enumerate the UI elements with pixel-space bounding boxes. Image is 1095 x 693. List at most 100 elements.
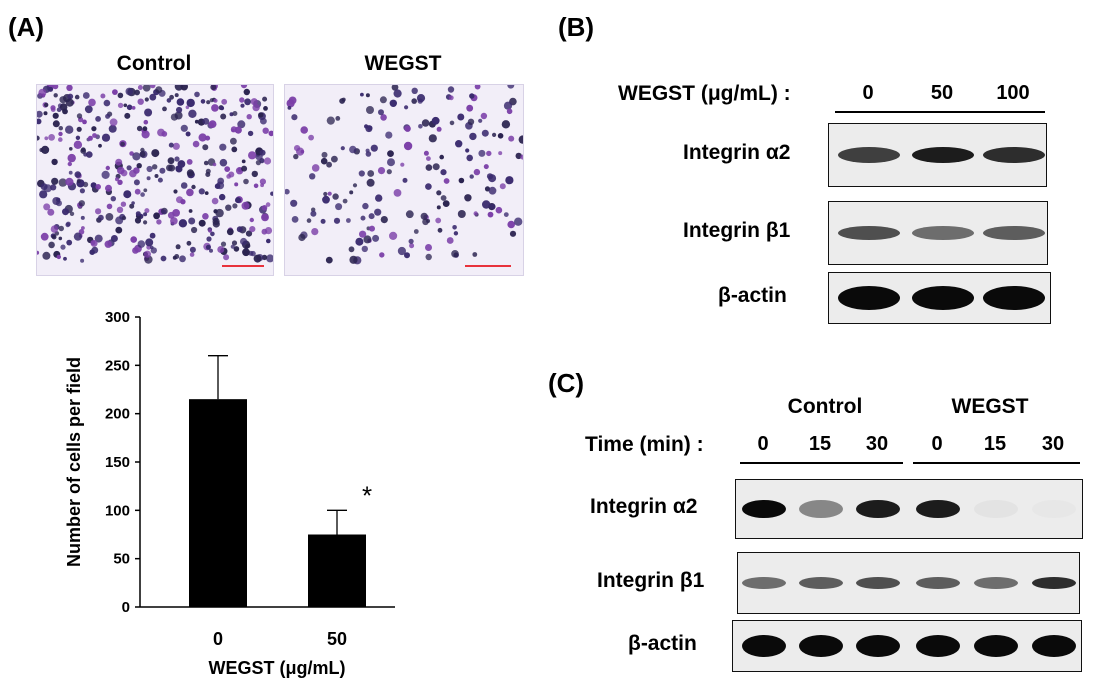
- cell: [80, 188, 85, 193]
- cell: [437, 127, 442, 132]
- micrograph-control-cells: [37, 85, 273, 275]
- cell: [92, 133, 97, 138]
- cell: [496, 207, 503, 214]
- lane-label: 30: [847, 433, 907, 456]
- cell: [232, 111, 237, 116]
- cell: [38, 89, 46, 97]
- blot-band: [838, 147, 900, 163]
- cell: [498, 133, 504, 139]
- cell: [81, 226, 85, 230]
- blot-band: [974, 635, 1018, 657]
- cell: [474, 169, 480, 175]
- cell: [269, 131, 274, 137]
- cell: [230, 138, 237, 145]
- significance-marker: *: [362, 480, 372, 510]
- cell: [95, 208, 101, 214]
- cell: [322, 196, 330, 204]
- cell: [202, 118, 209, 125]
- cell: [447, 237, 454, 244]
- cell: [206, 236, 211, 241]
- lane-label: 50: [912, 82, 972, 105]
- lane-label: 15: [790, 433, 850, 456]
- cell: [379, 252, 384, 257]
- cell: [484, 164, 489, 169]
- cell: [219, 144, 226, 151]
- cell: [132, 152, 140, 160]
- cell: [105, 114, 110, 119]
- cell: [191, 227, 197, 233]
- cell: [448, 86, 454, 92]
- cell: [138, 240, 146, 248]
- micrograph-title-wegst: WEGST: [284, 52, 522, 76]
- x-axis-label: WEGST (μg/mL): [209, 658, 346, 678]
- cell: [260, 179, 266, 185]
- cell: [432, 117, 440, 125]
- cell: [135, 189, 141, 195]
- blot-band: [856, 577, 900, 589]
- cell: [91, 126, 96, 131]
- cell: [145, 97, 149, 101]
- cell: [161, 256, 167, 262]
- cell: [418, 98, 423, 103]
- cell: [118, 93, 124, 99]
- cell: [308, 135, 314, 141]
- cell: [227, 228, 234, 235]
- cell: [249, 226, 255, 232]
- cell: [143, 126, 148, 131]
- cell: [220, 159, 228, 167]
- cell: [188, 110, 196, 118]
- cell: [112, 89, 118, 95]
- blot-1: [735, 479, 1083, 539]
- cell: [440, 169, 446, 175]
- cell: [215, 183, 221, 189]
- blot-band: [856, 635, 900, 657]
- cell: [242, 160, 246, 164]
- cell: [349, 146, 356, 153]
- cell: [404, 105, 408, 109]
- cell: [411, 98, 417, 104]
- cell: [54, 93, 58, 97]
- cell: [151, 149, 159, 157]
- cell: [264, 157, 271, 164]
- cell: [372, 235, 379, 242]
- cell: [190, 252, 195, 257]
- cell: [311, 228, 318, 235]
- blot-band: [912, 147, 974, 163]
- cell: [117, 167, 125, 175]
- cell: [167, 98, 172, 103]
- cell: [441, 195, 447, 201]
- cell: [426, 219, 430, 223]
- cell: [88, 136, 93, 141]
- scale-bar: [465, 265, 511, 267]
- cell: [105, 241, 112, 248]
- cell: [312, 164, 320, 172]
- cell: [510, 231, 516, 237]
- cell: [106, 213, 114, 221]
- cell: [254, 255, 262, 263]
- cell: [472, 252, 477, 257]
- cell: [478, 119, 482, 123]
- cell: [186, 189, 194, 197]
- cell: [169, 143, 174, 148]
- cell: [367, 179, 375, 187]
- cell: [66, 240, 72, 246]
- cell: [404, 142, 412, 150]
- cell: [321, 219, 326, 224]
- cell: [134, 90, 140, 96]
- cell: [131, 201, 135, 205]
- lane-label: 0: [838, 82, 898, 105]
- cell: [242, 202, 250, 210]
- cell: [334, 218, 340, 224]
- cell: [79, 200, 85, 206]
- cell: [121, 202, 126, 207]
- cell: [127, 165, 132, 170]
- cell: [144, 109, 152, 117]
- micrograph-title-control: Control: [36, 52, 272, 76]
- cell: [474, 211, 478, 215]
- cell: [504, 102, 512, 110]
- cell: [322, 152, 328, 158]
- cell: [369, 213, 375, 219]
- blot-2: [737, 552, 1080, 614]
- cell: [252, 104, 259, 111]
- y-tick-label: 250: [105, 357, 130, 374]
